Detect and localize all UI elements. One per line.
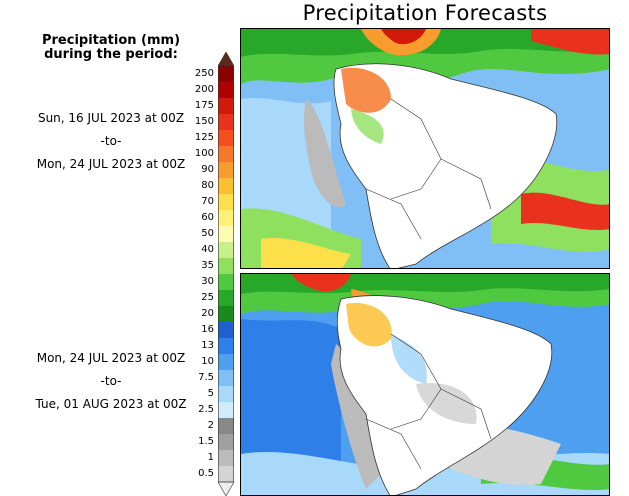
colorbar-segment bbox=[218, 226, 234, 243]
continent-south-america bbox=[336, 295, 553, 495]
colorbar-segment bbox=[218, 98, 234, 115]
colorbar-tick-label: 30 bbox=[201, 276, 214, 287]
colorbar-tick-label: 5 bbox=[207, 388, 214, 399]
colorbar-segment bbox=[218, 66, 234, 83]
colorbar-segment bbox=[218, 130, 234, 147]
colorbar-segment bbox=[218, 194, 234, 211]
precipitation-colorbar bbox=[218, 52, 234, 496]
colorbar-segment bbox=[218, 178, 234, 195]
legend-title-line-1: Precipitation (mm) bbox=[41, 33, 181, 48]
colorbar-tick-label: 250 bbox=[194, 68, 214, 79]
colorbar-tick-label: 125 bbox=[194, 132, 214, 143]
colorbar-segment bbox=[218, 114, 234, 131]
period-2-end: Tue, 01 AUG 2023 at 00Z bbox=[35, 397, 187, 411]
colorbar-tick-label: 100 bbox=[194, 148, 214, 159]
forecast-map-period-1 bbox=[240, 28, 610, 269]
colorbar-tick-label: 150 bbox=[194, 116, 214, 127]
colorbar-segment bbox=[218, 386, 234, 403]
colorbar-segment bbox=[218, 274, 234, 291]
colorbar-tick-label: 20 bbox=[201, 308, 214, 319]
colorbar-tick-label: 60 bbox=[201, 212, 214, 223]
legend-title: Precipitation (mm) during the period: bbox=[0, 34, 222, 62]
colorbar-tick-label: 90 bbox=[201, 164, 214, 175]
period-2-label: Mon, 24 JUL 2023 at 00Z -to- Tue, 01 AUG… bbox=[0, 347, 222, 416]
colorbar-tick-label: 40 bbox=[201, 244, 214, 255]
colorbar-tick-label: 70 bbox=[201, 196, 214, 207]
dry-region-gray bbox=[303, 99, 346, 208]
colorbar-tick-labels: 250 200 175 150 125 100 90 80 70 60 50 40 35 30 25 20 16… bbox=[186, 0, 214, 496]
colorbar-segment bbox=[218, 354, 234, 371]
colorbar-segment bbox=[218, 242, 234, 259]
colorbar-segment bbox=[218, 306, 234, 323]
colorbar-segment bbox=[218, 466, 234, 483]
colorbar-tick-label: 13 bbox=[201, 340, 214, 351]
period-1-label: Sun, 16 JUL 2023 at 00Z -to- Mon, 24 JUL… bbox=[0, 107, 222, 176]
colorbar-tick-label: 80 bbox=[201, 180, 214, 191]
colorbar-segment bbox=[218, 146, 234, 163]
colorbar-segment bbox=[218, 82, 234, 99]
colorbar-segment bbox=[218, 434, 234, 451]
colorbar-segment bbox=[218, 402, 234, 419]
forecast-map-period-2 bbox=[240, 273, 610, 496]
colorbar-tick-label: 10 bbox=[201, 356, 214, 367]
period-1-separator: -to- bbox=[100, 134, 122, 148]
colorbar-segment bbox=[218, 162, 234, 179]
colorbar-tick-label: 200 bbox=[194, 84, 214, 95]
colorbar-tick-label: 50 bbox=[201, 228, 214, 239]
period-1-end: Mon, 24 JUL 2023 at 00Z bbox=[36, 157, 186, 171]
colorbar-segment bbox=[218, 258, 234, 275]
country-borders bbox=[365, 333, 492, 470]
colorbar-tick-label: 16 bbox=[201, 324, 214, 335]
period-2-start: Mon, 24 JUL 2023 at 00Z bbox=[36, 351, 186, 365]
country-borders bbox=[365, 98, 492, 240]
colorbar-tick-label: 1 bbox=[207, 452, 214, 463]
colorbar-tick-label: 0.5 bbox=[198, 468, 214, 479]
legend-title-line-2: during the period: bbox=[44, 47, 178, 62]
page-title: Precipitation Forecasts bbox=[302, 1, 548, 25]
colorbar-segment bbox=[218, 322, 234, 339]
period-2-separator: -to- bbox=[100, 374, 122, 388]
colorbar-segment bbox=[218, 450, 234, 467]
continent-south-america bbox=[333, 63, 558, 268]
colorbar-bottom-arrow bbox=[218, 481, 234, 496]
colorbar-tick-label: 2 bbox=[207, 420, 214, 431]
colorbar-segment bbox=[218, 338, 234, 355]
colorbar-segment bbox=[218, 290, 234, 307]
colorbar-top-arrow bbox=[218, 52, 234, 67]
colorbar-segment bbox=[218, 210, 234, 227]
colorbar-tick-label: 2.5 bbox=[198, 404, 214, 415]
colorbar-tick-label: 35 bbox=[201, 260, 214, 271]
period-1-start: Sun, 16 JUL 2023 at 00Z bbox=[37, 111, 185, 125]
colorbar-tick-label: 25 bbox=[201, 292, 214, 303]
colorbar-tick-label: 7.5 bbox=[198, 372, 214, 383]
colorbar-tick-label: 1.5 bbox=[198, 436, 214, 447]
colorbar-segment bbox=[218, 418, 234, 435]
colorbar-segment bbox=[218, 370, 234, 387]
colorbar-tick-label: 175 bbox=[194, 100, 214, 111]
